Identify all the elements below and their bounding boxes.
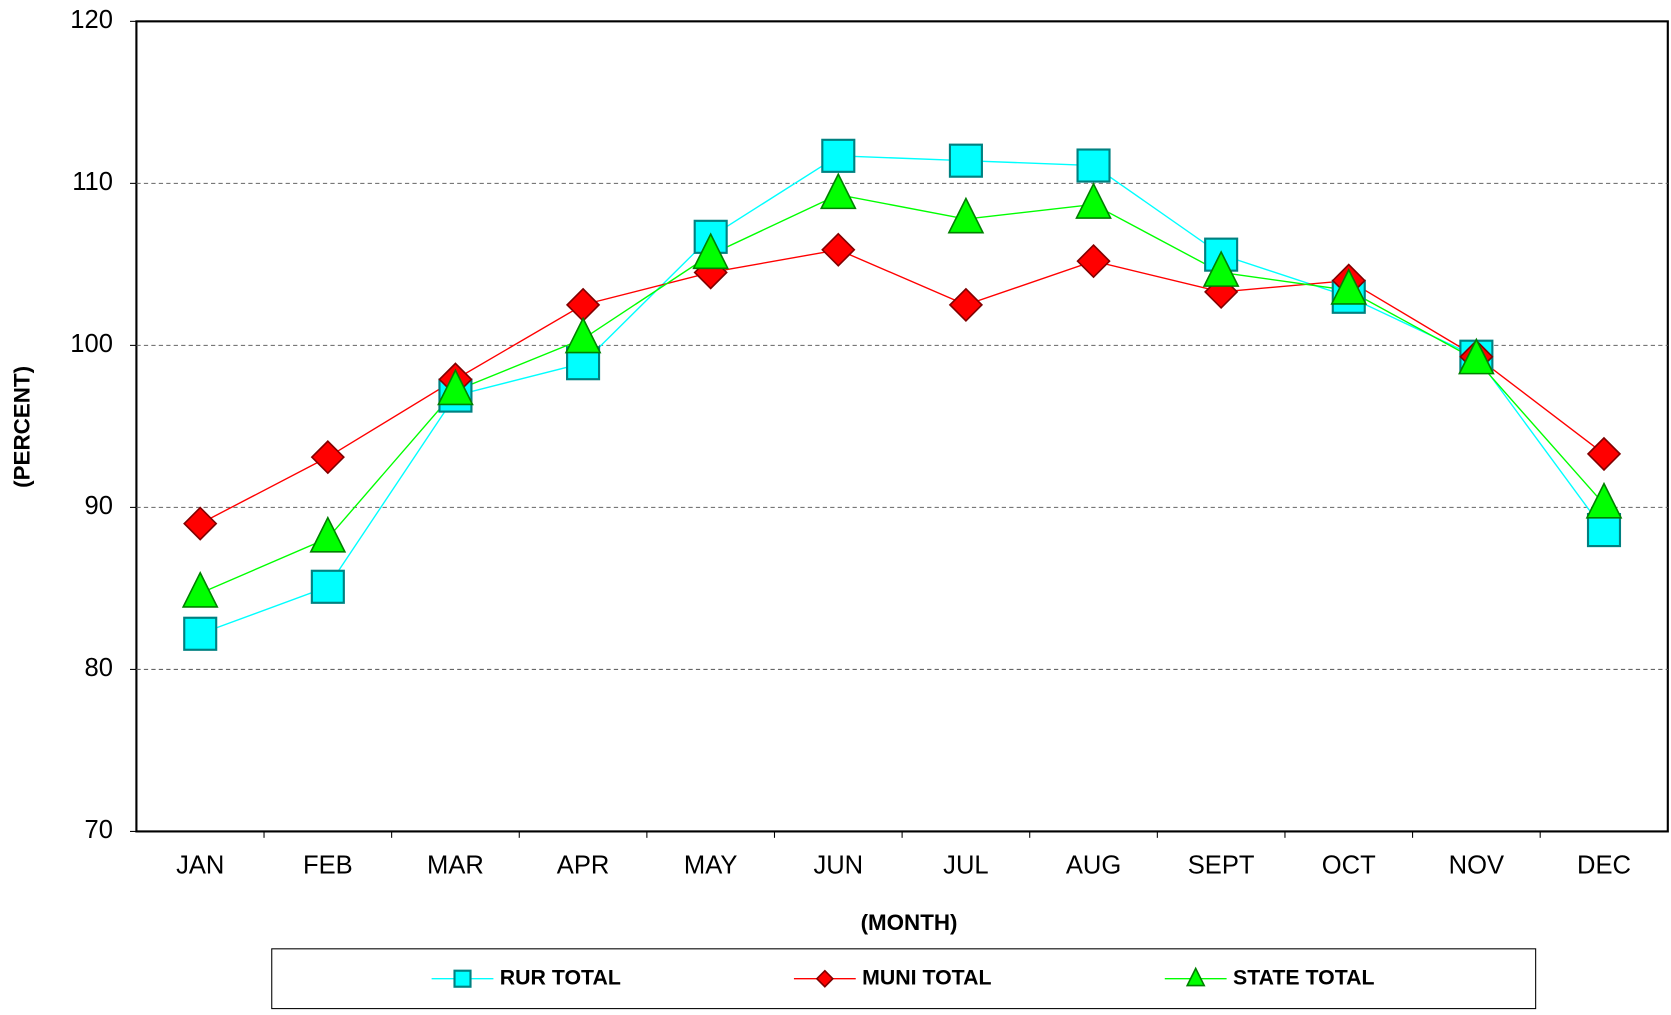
x-tick-label: OCT bbox=[1322, 851, 1376, 879]
x-tick-label: JAN bbox=[176, 851, 224, 879]
marker bbox=[310, 569, 345, 604]
marker bbox=[437, 368, 474, 406]
x-tick-label: MAR bbox=[427, 851, 484, 879]
marker bbox=[1586, 436, 1622, 472]
marker bbox=[1585, 481, 1623, 519]
x-axis-title: (MONTH) bbox=[861, 910, 958, 935]
y-tick-label: 90 bbox=[85, 492, 113, 520]
y-tick-label: 80 bbox=[85, 654, 113, 682]
marker bbox=[1586, 512, 1622, 548]
marker bbox=[1330, 268, 1368, 305]
marker bbox=[692, 232, 730, 270]
marker bbox=[1075, 182, 1112, 219]
marker bbox=[181, 570, 219, 608]
x-tick-label: FEB bbox=[303, 851, 353, 879]
y-tick-label: 120 bbox=[70, 6, 113, 34]
marker bbox=[565, 287, 601, 323]
marker bbox=[819, 172, 857, 210]
x-tick-label: AUG bbox=[1066, 851, 1121, 879]
x-tick-label: JUN bbox=[813, 851, 863, 879]
x-tick-label: SEPT bbox=[1188, 851, 1255, 879]
marker bbox=[1202, 250, 1240, 287]
legend-label: STATE TOTAL bbox=[1233, 965, 1375, 989]
x-tick-label: NOV bbox=[1449, 851, 1504, 879]
marker bbox=[309, 515, 347, 553]
marker bbox=[183, 506, 218, 541]
y-tick-label: 100 bbox=[70, 330, 113, 358]
marker bbox=[1076, 148, 1111, 183]
series-line bbox=[199, 193, 1605, 594]
x-tick-label: DEC bbox=[1577, 851, 1631, 879]
y-tick-label: 110 bbox=[72, 168, 113, 196]
marker bbox=[948, 143, 983, 178]
x-tick-label: MAY bbox=[684, 851, 737, 879]
legend-marker bbox=[453, 969, 472, 988]
legend-label: RUR TOTAL bbox=[500, 965, 621, 989]
marker bbox=[821, 232, 856, 267]
marker bbox=[1458, 337, 1495, 375]
legend-box bbox=[271, 948, 1537, 1010]
plot-frame bbox=[135, 20, 1669, 833]
x-tick-label: JUL bbox=[943, 851, 988, 879]
series-line bbox=[199, 249, 1605, 525]
marker bbox=[183, 616, 218, 651]
y-axis-title: (PERCENT) bbox=[9, 366, 34, 488]
x-tick-label: APR bbox=[557, 851, 610, 879]
marker bbox=[947, 196, 985, 234]
marker bbox=[564, 316, 602, 354]
legend-label: MUNI TOTAL bbox=[862, 965, 991, 989]
legend-marker bbox=[815, 969, 834, 988]
y-tick-label: 70 bbox=[85, 816, 113, 844]
series-line bbox=[199, 155, 1605, 635]
marker bbox=[310, 440, 345, 475]
marker bbox=[821, 138, 856, 173]
legend-marker bbox=[1185, 966, 1206, 987]
marker bbox=[1076, 243, 1111, 279]
marker bbox=[948, 287, 984, 323]
